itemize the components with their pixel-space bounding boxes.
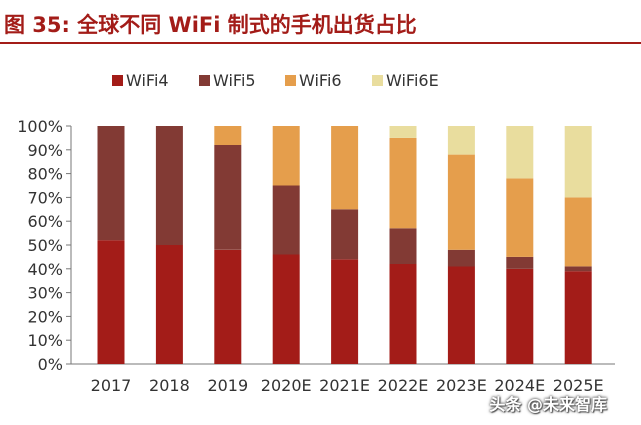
- bar-wifi4-2025e: [564, 271, 592, 364]
- bar-wifi5-2019: [214, 145, 242, 250]
- y-tick-label: 80%: [27, 165, 63, 184]
- y-tick-label: 70%: [27, 188, 63, 207]
- x-tick-label-2025e: 2025E: [553, 376, 604, 395]
- bar-wifi5-2017: [97, 126, 125, 241]
- bar-wifi4-2018: [155, 245, 183, 364]
- bar-wifi4-2024e: [506, 268, 534, 364]
- bar-wifi4-2021e: [331, 259, 359, 364]
- bar-wifi5-2022e: [389, 228, 417, 264]
- y-tick-label: 50%: [27, 236, 63, 255]
- bar-wifi6-2023e: [447, 154, 475, 250]
- bar-wifi6e-2025e: [564, 126, 592, 198]
- bar-wifi5-2021e: [331, 209, 359, 260]
- bar-wifi4-2022e: [389, 264, 417, 364]
- bar-wifi5-2025e: [564, 266, 592, 272]
- bar-wifi6e-2024e: [506, 126, 534, 179]
- x-tick-label-2024e: 2024E: [494, 376, 545, 395]
- legend-label-wifi6: WiFi6: [299, 71, 342, 90]
- bar-wifi6-2020e: [272, 126, 300, 186]
- legend-swatch-wifi5: [199, 75, 210, 86]
- x-tick-label-2021e: 2021E: [319, 376, 370, 395]
- bar-wifi4-2019: [214, 249, 242, 364]
- stacked-bar-chart: WiFi4 WiFi5 WiFi6 WiFi6E 0% 10% 20% 30% 40% 50% 60…: [17, 71, 615, 395]
- legend-swatch-wifi4: [112, 75, 123, 86]
- legend-swatch-wifi6: [285, 75, 296, 86]
- y-tick-label: 90%: [27, 141, 63, 160]
- bar-wifi6-2025e: [564, 197, 592, 267]
- bar-wifi4-2020e: [272, 254, 300, 364]
- bar-wifi5-2020e: [272, 185, 300, 255]
- legend-label-wifi6e: WiFi6E: [386, 71, 439, 90]
- y-tick-label: 60%: [27, 212, 63, 231]
- y-tick-label: 100%: [17, 117, 63, 136]
- bar-wifi4-2017: [97, 240, 125, 364]
- bar-wifi5-2023e: [447, 249, 475, 267]
- y-tick-label: 10%: [27, 331, 63, 350]
- bar-wifi6e-2023e: [447, 126, 475, 155]
- bar-wifi4-2023e: [447, 266, 475, 364]
- title-bar: 图 35: 全球不同 WiFi 制式的手机出货占比: [0, 0, 641, 44]
- bar-wifi5-2018: [155, 126, 183, 245]
- bar-wifi6-2024e: [506, 178, 534, 257]
- x-tick-label-2018: 2018: [149, 376, 190, 395]
- x-tick-label-2022e: 2022E: [378, 376, 429, 395]
- bar-wifi6-2022e: [389, 137, 417, 229]
- bar-wifi5-2024e: [506, 256, 534, 269]
- x-tick-label-2023e: 2023E: [436, 376, 487, 395]
- bar-wifi6-2021e: [331, 126, 359, 210]
- y-tick-label: 0%: [38, 355, 63, 374]
- legend-label-wifi5: WiFi5: [213, 71, 256, 90]
- y-tick-label: 30%: [27, 284, 63, 303]
- x-tick-label-2020e: 2020E: [261, 376, 312, 395]
- legend-label-wifi4: WiFi4: [126, 71, 169, 90]
- bar-wifi6e-2022e: [389, 126, 417, 138]
- legend-swatch-wifi6e: [372, 75, 383, 86]
- y-tick-label: 40%: [27, 260, 63, 279]
- chart-title: 图 35: 全球不同 WiFi 制式的手机出货占比: [4, 13, 417, 37]
- y-tick-label: 20%: [27, 307, 63, 326]
- x-tick-label-2019: 2019: [207, 376, 248, 395]
- x-tick-label-2017: 2017: [91, 376, 132, 395]
- bar-wifi6-2019: [214, 126, 242, 145]
- watermark-text: 头条 @未来智库: [489, 395, 607, 414]
